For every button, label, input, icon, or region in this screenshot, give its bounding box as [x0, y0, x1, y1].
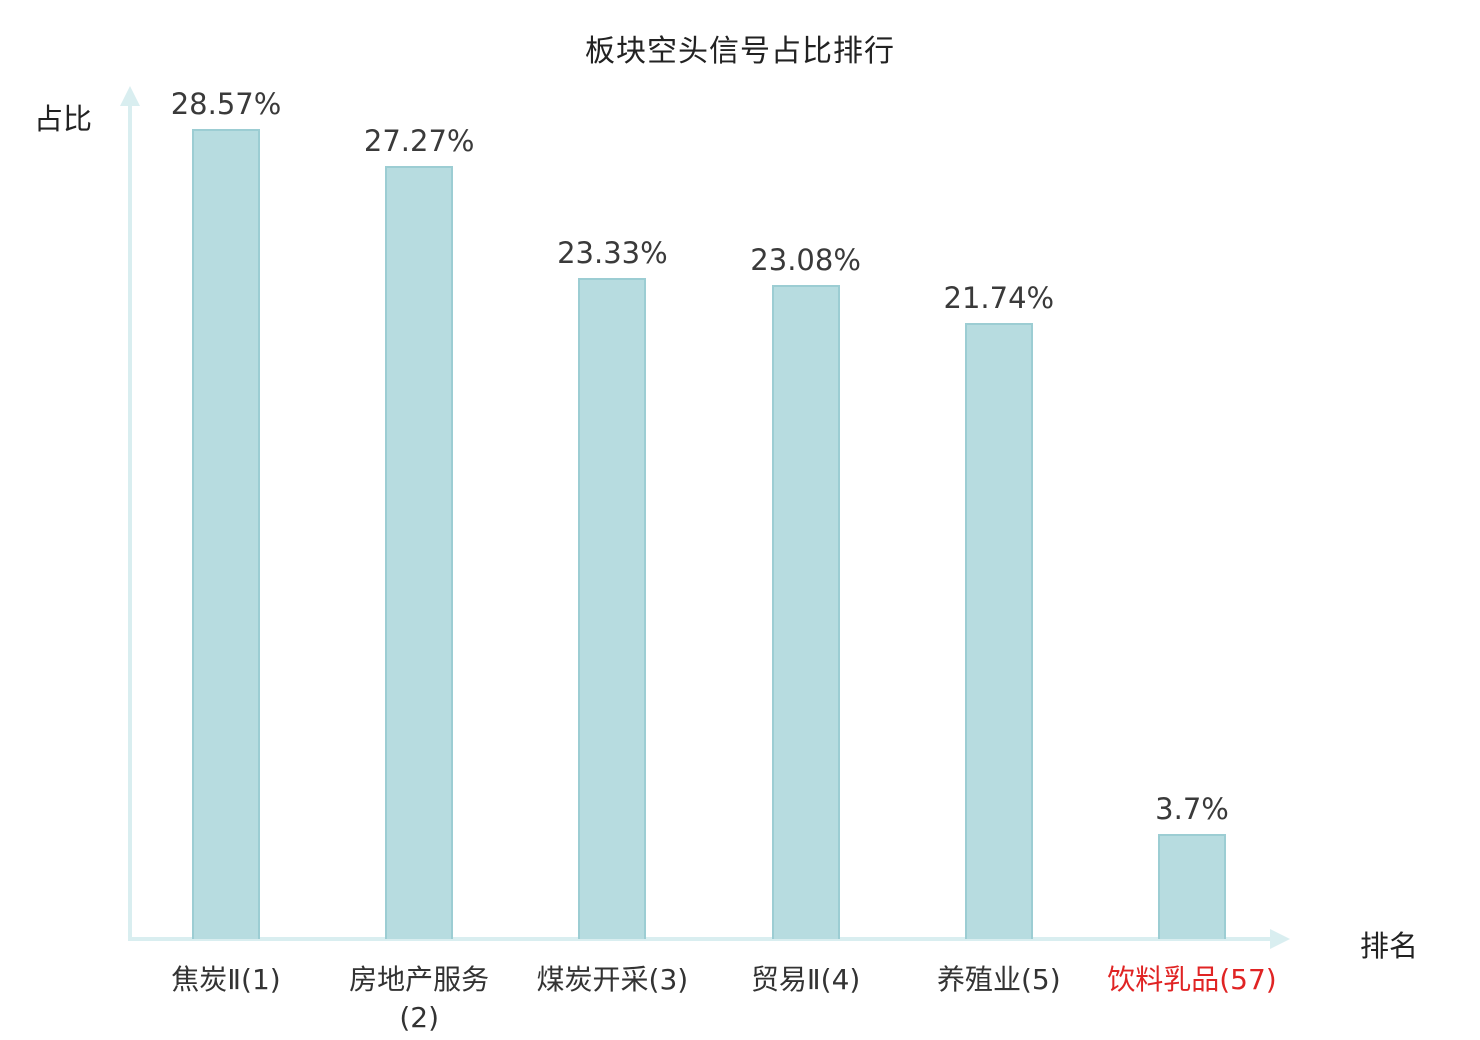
- y-axis-arrow-icon: [120, 86, 140, 106]
- bar-value-label: 23.33%: [557, 236, 668, 270]
- bar-category-label: 贸易Ⅱ(4): [750, 963, 861, 996]
- x-axis-title: 排名: [1360, 929, 1419, 963]
- bar-value-label: 28.57%: [170, 87, 282, 121]
- bar-value-label: 23.08%: [750, 243, 861, 277]
- y-axis-title: 占比: [34, 102, 93, 136]
- bar-value-label: 3.7%: [1155, 792, 1229, 826]
- bar-category-label: 煤炭开采(3): [536, 963, 689, 996]
- bar-category-label: 养殖业(5): [936, 963, 1061, 996]
- bar-value-label: 27.27%: [363, 124, 475, 158]
- x-axis-arrow-icon: [1270, 929, 1290, 949]
- chart-title: 板块空头信号占比排行: [585, 34, 895, 69]
- bar-category-label: 焦炭Ⅱ(1): [171, 963, 281, 996]
- bar: [385, 166, 454, 939]
- bar: [192, 129, 260, 939]
- bar-category-label: 房地产服务(2): [349, 963, 490, 1034]
- bar: [771, 285, 840, 939]
- bar: [1158, 834, 1226, 939]
- bar-category-label: 饮料乳品(57): [1107, 963, 1277, 996]
- bar-value-label: 21.74%: [943, 281, 1055, 315]
- bar: [964, 323, 1033, 939]
- bar: [578, 278, 647, 939]
